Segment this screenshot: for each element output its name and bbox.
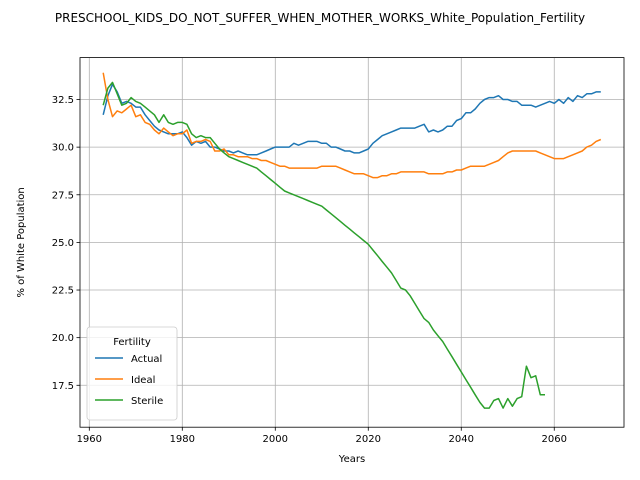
legend-label-ideal: Ideal [131, 375, 155, 386]
y-tick-label: 22.5 [52, 286, 74, 297]
x-tick-label: 2020 [356, 434, 381, 445]
legend-title: Fertility [113, 337, 151, 348]
y-tick-label: 32.5 [52, 95, 74, 106]
x-tick-label: 2040 [449, 434, 474, 445]
chart-title: PRESCHOOL_KIDS_DO_NOT_SUFFER_WHEN_MOTHER… [55, 11, 585, 25]
legend-label-actual: Actual [131, 354, 162, 365]
x-tick-label: 1980 [170, 434, 195, 445]
x-tick-label: 1960 [77, 434, 102, 445]
x-tick-label: 2060 [542, 434, 567, 445]
legend-label-sterile: Sterile [131, 396, 163, 407]
x-axis-title: Years [338, 454, 365, 465]
y-tick-label: 27.5 [52, 190, 74, 201]
y-tick-label: 20.0 [52, 333, 74, 344]
y-tick-label: 25.0 [52, 238, 74, 249]
x-axis-ticks: 1960 1980 2000 2020 2040 2060 [77, 427, 567, 445]
y-tick-label: 30.0 [52, 143, 74, 154]
x-tick-label: 2000 [263, 434, 288, 445]
y-axis-title: % of White Population [16, 187, 27, 297]
legend-box [86, 326, 178, 421]
series-line-actual [102, 83, 601, 156]
legend: Fertility Actual Ideal Sterile [86, 326, 178, 421]
y-axis-ticks: 17.5 20.0 22.5 25.0 27.5 30.0 32.5 [52, 95, 80, 392]
y-tick-label: 17.5 [52, 381, 74, 392]
series-lines [102, 72, 602, 409]
series-line-ideal [102, 72, 602, 179]
series-line-sterile [102, 81, 545, 409]
